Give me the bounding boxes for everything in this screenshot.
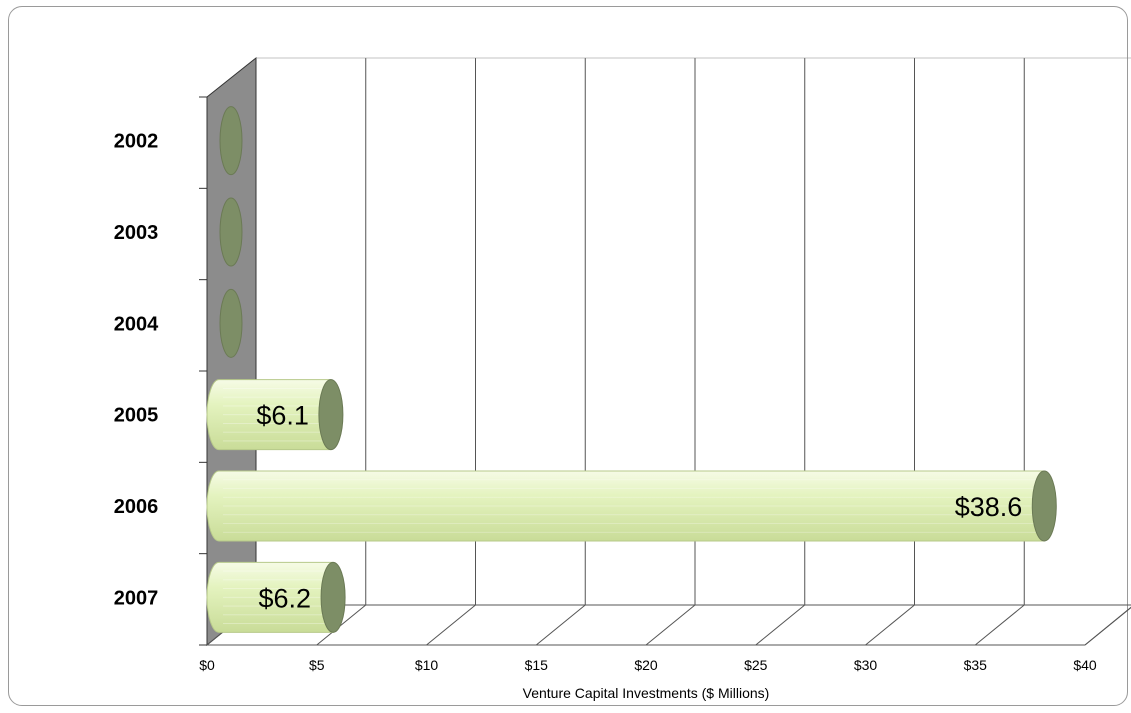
bar-cap-2007 (320, 561, 346, 633)
gridlines (199, 57, 1131, 646)
x-tick-labels: $0 $5 $10 $15 $20 $25 $30 $35 $40 (199, 657, 1097, 673)
category-label: 2004 (114, 313, 159, 335)
category-label: 2005 (114, 405, 159, 427)
category-label: 2003 (114, 222, 159, 244)
floor-gridline (974, 604, 1025, 646)
x-tick-label: $25 (744, 657, 768, 673)
bar-cap-2003 (219, 197, 243, 267)
category-labels: 2002 2003 2004 2005 2006 2007 (114, 131, 159, 610)
data-label-2007: $6.2 (259, 583, 312, 613)
floor-gridline (865, 604, 915, 646)
bar-2007 (206, 561, 334, 633)
bar-cap-2005 (318, 379, 344, 451)
x-tick-label: $10 (415, 657, 439, 673)
bar-2006 (206, 470, 1045, 542)
bar-cap-2006 (1031, 470, 1057, 542)
x-tick-label: $0 (199, 657, 215, 673)
x-tick-label: $5 (309, 657, 325, 673)
floor-right-edge (1084, 606, 1131, 646)
x-tick-label: $20 (634, 657, 658, 673)
x-axis-title: Venture Capital Investments ($ Millions) (523, 685, 770, 701)
category-label: 2007 (114, 587, 159, 609)
x-tick-label: $30 (854, 657, 878, 673)
bar-2005 (206, 379, 332, 451)
floor-gridline (426, 604, 476, 646)
x-tick-label: $35 (964, 657, 988, 673)
data-label-2006: $38.6 (955, 492, 1023, 522)
floor-gridline (535, 604, 586, 646)
bars: $6.1 $38.6 $6.2 (206, 106, 1057, 633)
category-label: 2006 (114, 496, 159, 518)
category-label: 2002 (114, 131, 159, 153)
chart-frame (8, 6, 1128, 706)
data-label-2005: $6.1 (256, 401, 309, 431)
floor-gridline (316, 604, 367, 646)
floor-gridline (645, 604, 696, 646)
floor-gridline (755, 604, 806, 646)
x-tick-label: $40 (1073, 657, 1097, 673)
bar-cap-2004 (219, 288, 243, 358)
bar-cap-2002 (219, 106, 243, 176)
x-tick-label: $15 (525, 657, 549, 673)
